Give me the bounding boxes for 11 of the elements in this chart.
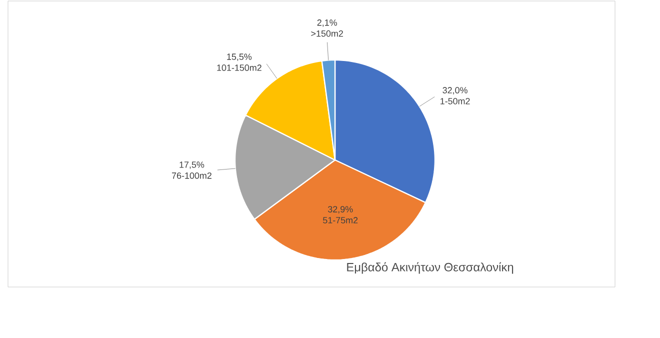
slice-label: 51-75m2 bbox=[323, 217, 358, 224]
slice-label: 101-150m2 bbox=[217, 64, 262, 71]
data-label: 32,9% bbox=[328, 206, 353, 214]
text: Εμβαδό Ακινήτων Θεσσαλονίκη bbox=[347, 262, 514, 274]
data-label: 15,5% bbox=[227, 54, 252, 61]
slice-label: 76-100m2 bbox=[172, 172, 212, 179]
data-label: 2,1% bbox=[317, 19, 337, 27]
data-label: 17,5% bbox=[180, 162, 204, 169]
data-label: 32,0% bbox=[442, 87, 468, 94]
slice-label: 1-50m2 bbox=[440, 98, 470, 104]
slice-label: >150m2 bbox=[311, 30, 343, 37]
